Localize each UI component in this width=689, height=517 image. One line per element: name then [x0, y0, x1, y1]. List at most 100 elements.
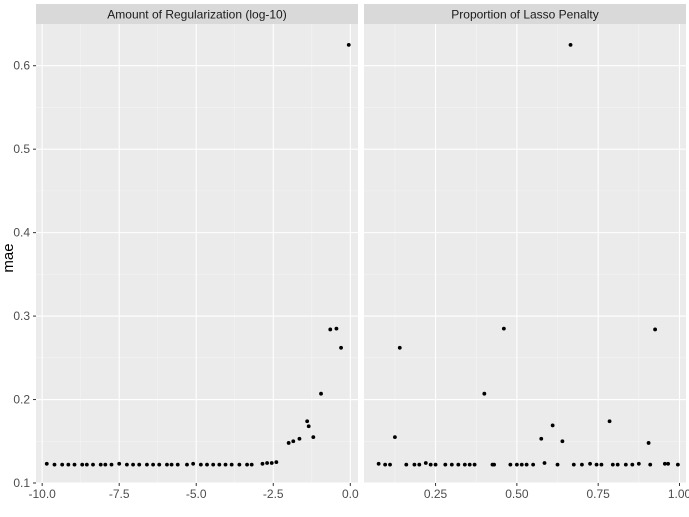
- data-point: [297, 436, 302, 441]
- data-point: [560, 439, 565, 444]
- data-point: [205, 462, 209, 467]
- data-point: [237, 462, 242, 467]
- data-point: [412, 462, 417, 467]
- data-point: [462, 462, 467, 467]
- panel-background: [36, 24, 358, 483]
- data-point: [588, 461, 592, 466]
- data-point: [274, 460, 279, 465]
- x-tick-label: -5.0: [186, 487, 207, 501]
- data-point: [539, 436, 544, 441]
- data-point: [98, 462, 103, 467]
- data-point: [568, 42, 573, 47]
- data-point: [229, 462, 234, 467]
- data-point: [319, 391, 323, 396]
- data-point: [249, 462, 254, 467]
- data-point: [675, 462, 680, 467]
- data-point: [653, 327, 658, 332]
- data-point: [175, 462, 180, 467]
- data-point: [531, 462, 536, 467]
- data-point: [610, 462, 615, 467]
- data-point: [599, 462, 604, 467]
- data-point: [636, 461, 641, 466]
- data-point: [103, 462, 108, 467]
- data-point: [542, 461, 547, 465]
- data-point: [169, 462, 174, 467]
- data-point: [311, 435, 316, 439]
- data-point: [198, 462, 203, 467]
- data-point: [630, 462, 635, 467]
- y-axis: 0.1 0.2 0.3 0.4 0.5 0.6: [13, 59, 36, 490]
- data-point: [91, 462, 95, 467]
- data-point: [346, 42, 351, 47]
- data-point: [662, 461, 667, 466]
- data-point: [607, 419, 612, 424]
- facet-strip: [36, 4, 358, 24]
- facet-strip: [364, 4, 686, 24]
- data-point: [397, 345, 402, 350]
- data-point: [519, 462, 524, 467]
- x-tick-label: 0.50: [505, 487, 529, 501]
- data-point: [269, 461, 274, 465]
- data-point: [245, 462, 249, 467]
- facet-strip-title: Proportion of Lasso Penalty: [451, 8, 598, 22]
- data-point: [286, 441, 291, 445]
- data-point: [501, 326, 506, 331]
- data-point: [60, 462, 65, 467]
- facet-strip-title: Amount of Regularization (log-10): [107, 8, 286, 22]
- x-tick-label: -7.5: [109, 487, 130, 501]
- data-point: [84, 462, 89, 467]
- data-point: [165, 462, 169, 467]
- data-point: [72, 462, 77, 467]
- y-tick-label: 0.4: [13, 226, 30, 240]
- data-point: [339, 345, 343, 350]
- data-point: [383, 462, 388, 467]
- data-point: [508, 462, 513, 467]
- y-tick-label: 0.6: [13, 59, 30, 73]
- x-tick-label: -10.0: [28, 487, 56, 501]
- data-point: [328, 327, 333, 332]
- data-point: [392, 435, 397, 439]
- data-point: [404, 462, 409, 467]
- y-tick-label: 0.2: [13, 393, 30, 407]
- data-point: [555, 462, 560, 467]
- x-tick-label: -2.5: [263, 487, 284, 501]
- data-point: [666, 461, 671, 466]
- data-point: [417, 462, 422, 467]
- data-point: [157, 462, 162, 467]
- data-point: [482, 391, 487, 396]
- data-point: [514, 462, 519, 467]
- data-point: [260, 461, 265, 466]
- data-point: [306, 424, 311, 429]
- data-point: [305, 419, 310, 424]
- facet-panel-2: Proportion of Lasso Penalty 0.25 0.50 0.75 1…: [364, 4, 689, 501]
- data-point: [265, 461, 270, 465]
- x-tick-label: 0.25: [424, 487, 448, 501]
- data-point: [433, 462, 438, 467]
- facet-panel-1: Amount of Regularization (log-10) -10.0 -7…: [28, 4, 359, 501]
- data-point: [388, 462, 392, 467]
- data-point: [217, 462, 222, 467]
- data-point: [44, 461, 49, 466]
- x-tick-label: 1.00: [668, 487, 689, 501]
- data-point: [291, 439, 296, 444]
- data-point: [467, 462, 472, 467]
- data-point: [524, 462, 529, 467]
- data-point: [109, 462, 114, 467]
- data-point: [66, 462, 71, 467]
- data-point: [594, 462, 599, 467]
- data-point: [223, 462, 228, 467]
- data-point: [648, 462, 653, 467]
- data-point: [428, 462, 433, 467]
- x-tick-label: 0.0: [342, 487, 359, 501]
- data-point: [80, 462, 85, 467]
- data-point: [472, 462, 477, 467]
- data-point: [124, 462, 129, 467]
- facet-panels: Amount of Regularization (log-10) -10.0 -7…: [28, 4, 689, 501]
- y-axis-title: mae: [0, 243, 17, 272]
- data-point: [571, 462, 576, 467]
- data-point: [423, 461, 428, 465]
- data-point: [211, 462, 216, 467]
- data-point: [443, 462, 448, 467]
- data-point: [615, 462, 620, 467]
